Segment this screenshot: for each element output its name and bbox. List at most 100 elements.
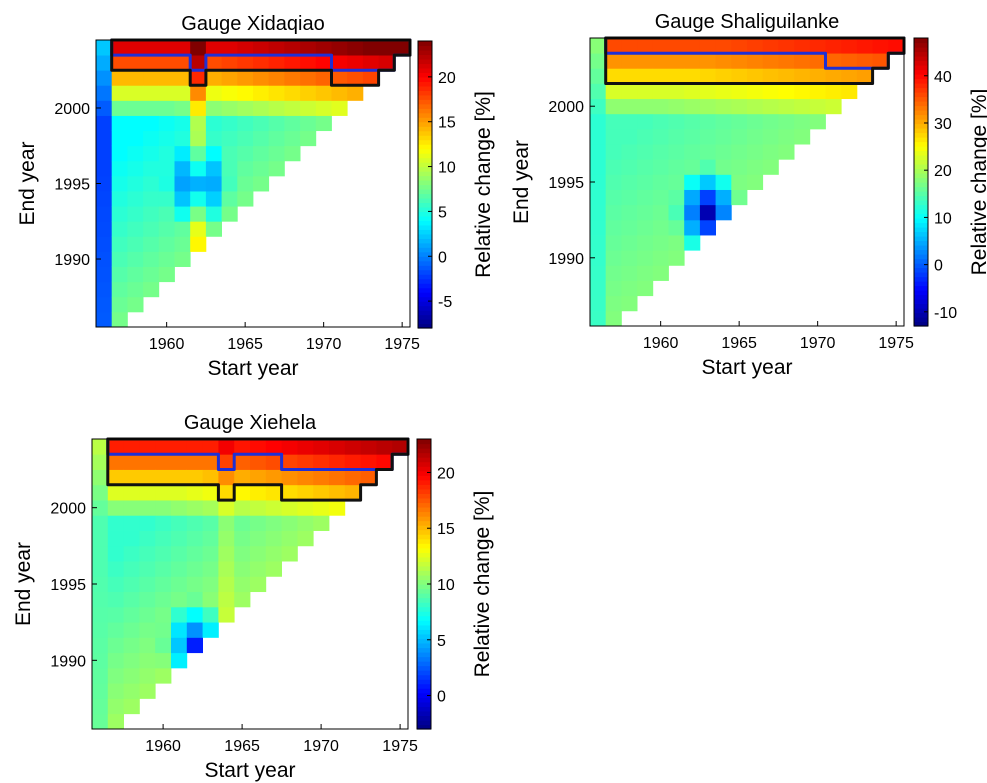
- heatmap-cell: [155, 652, 172, 669]
- heatmap-cell: [621, 144, 638, 160]
- colorbar-segment: [914, 128, 928, 134]
- colorbar-segment: [914, 74, 928, 80]
- heatmap-cell: [218, 530, 235, 547]
- heatmap-cell: [621, 68, 638, 84]
- heatmap-cell: [747, 83, 764, 100]
- heatmap-cell: [218, 591, 235, 608]
- heatmap-cell: [92, 591, 109, 608]
- heatmap-cell: [221, 70, 238, 86]
- chart-panel-3: 1960 1965 1970 1975 1990 1995 2000 Gauge Xiehel…: [12, 412, 494, 782]
- colorbar-segment: [417, 620, 431, 626]
- colorbar-segment: [418, 283, 432, 289]
- heatmap-cell: [96, 55, 113, 71]
- heatmap-cell: [684, 189, 701, 206]
- heatmap-cell: [127, 145, 144, 162]
- heatmap-cell: [313, 515, 330, 531]
- heatmap-cell: [300, 40, 317, 56]
- colorbar-segment: [417, 516, 431, 522]
- heatmap-cell: [315, 85, 332, 101]
- colorbar-segment: [417, 715, 431, 721]
- colorbar-segment: [417, 457, 431, 463]
- heatmap-cell: [127, 296, 144, 313]
- colorbar-segment: [418, 220, 432, 226]
- colorbar-segment: [914, 258, 928, 264]
- heatmap-cell: [747, 53, 764, 69]
- x-tick-label: 1965: [224, 738, 260, 755]
- heatmap-cells: [96, 40, 411, 328]
- heatmap-cell: [684, 219, 701, 236]
- heatmap-cell: [315, 55, 332, 71]
- heatmap-cell: [809, 83, 826, 100]
- colorbar-segment: [418, 67, 432, 73]
- heatmap-cell: [127, 206, 144, 222]
- heatmap-cell: [699, 113, 716, 130]
- heatmap-cell: [313, 469, 330, 486]
- heatmap-cell: [621, 250, 638, 266]
- heatmap-cells: [590, 38, 905, 327]
- heatmap-cell: [253, 175, 270, 192]
- heatmap-cell: [96, 191, 113, 207]
- x-tick-label: 1970: [303, 738, 339, 755]
- heatmap-cell: [107, 637, 124, 654]
- heatmap-cell: [250, 515, 267, 531]
- heatmap-cell: [652, 265, 669, 281]
- colorbar-segment: [418, 188, 432, 195]
- colorbar-tick-label: 40: [934, 69, 952, 86]
- heatmap-cell: [139, 469, 156, 486]
- heatmap-cell: [297, 439, 314, 455]
- heatmap-cell: [158, 100, 175, 116]
- heatmap-cell: [139, 545, 156, 562]
- colorbar-segment: [914, 65, 928, 71]
- heatmap-cell: [92, 698, 109, 715]
- heatmap-cell: [715, 113, 732, 130]
- colorbar-segment: [418, 229, 432, 235]
- heatmap-cell: [158, 266, 175, 283]
- heatmap-cell: [96, 266, 113, 283]
- heatmap-cell: [652, 189, 669, 206]
- heatmap-cell: [331, 55, 348, 71]
- heatmap-cell: [139, 606, 156, 623]
- heatmap-cell: [652, 219, 669, 236]
- heatmap-cell: [158, 175, 175, 192]
- heatmap-cell: [360, 469, 377, 486]
- heatmap-cell: [237, 145, 254, 162]
- heatmap-cell: [268, 70, 285, 86]
- heatmap-cell: [250, 500, 267, 516]
- colorbar-segment: [417, 710, 431, 717]
- colorbar-segment: [914, 137, 928, 143]
- heatmap-cell: [123, 683, 140, 699]
- heatmap-cell: [202, 484, 219, 501]
- heatmap-cell: [143, 160, 160, 177]
- colorbar-segment: [914, 191, 928, 197]
- heatmap-cell: [668, 204, 685, 221]
- colorbar-segment: [914, 173, 928, 179]
- heatmap-cell: [253, 70, 270, 86]
- heatmap-cell: [621, 53, 638, 69]
- heatmap-cell: [668, 250, 685, 266]
- colorbar-segment: [418, 269, 432, 275]
- colorbar-segment: [914, 317, 928, 323]
- y-tick-label: 1990: [548, 251, 584, 268]
- heatmap-cell: [778, 128, 795, 145]
- heatmap-cell: [684, 159, 701, 175]
- colorbar-segment: [417, 443, 431, 449]
- heatmap-cell: [684, 235, 701, 251]
- heatmap-cell: [111, 40, 128, 56]
- heatmap-cell: [637, 219, 654, 236]
- heatmap-cell: [856, 53, 873, 69]
- heatmap-cell: [171, 637, 188, 654]
- heatmap-cell: [668, 83, 685, 100]
- heatmap-cell: [158, 115, 175, 132]
- heatmap-cell: [139, 561, 156, 577]
- heatmap-cell: [715, 204, 732, 221]
- heatmap-cell: [284, 145, 301, 162]
- heatmap-cell: [143, 221, 160, 237]
- colorbar-segment: [417, 475, 431, 481]
- colorbar-segment: [418, 72, 432, 78]
- heatmap-cell: [715, 144, 732, 160]
- heatmap-cell: [762, 83, 779, 100]
- heatmap-cell: [234, 454, 251, 470]
- colorbar-label: Relative change [%]: [471, 491, 494, 678]
- heatmap-cell: [221, 160, 238, 177]
- chart-title: Gauge Xidaqiao: [181, 13, 324, 35]
